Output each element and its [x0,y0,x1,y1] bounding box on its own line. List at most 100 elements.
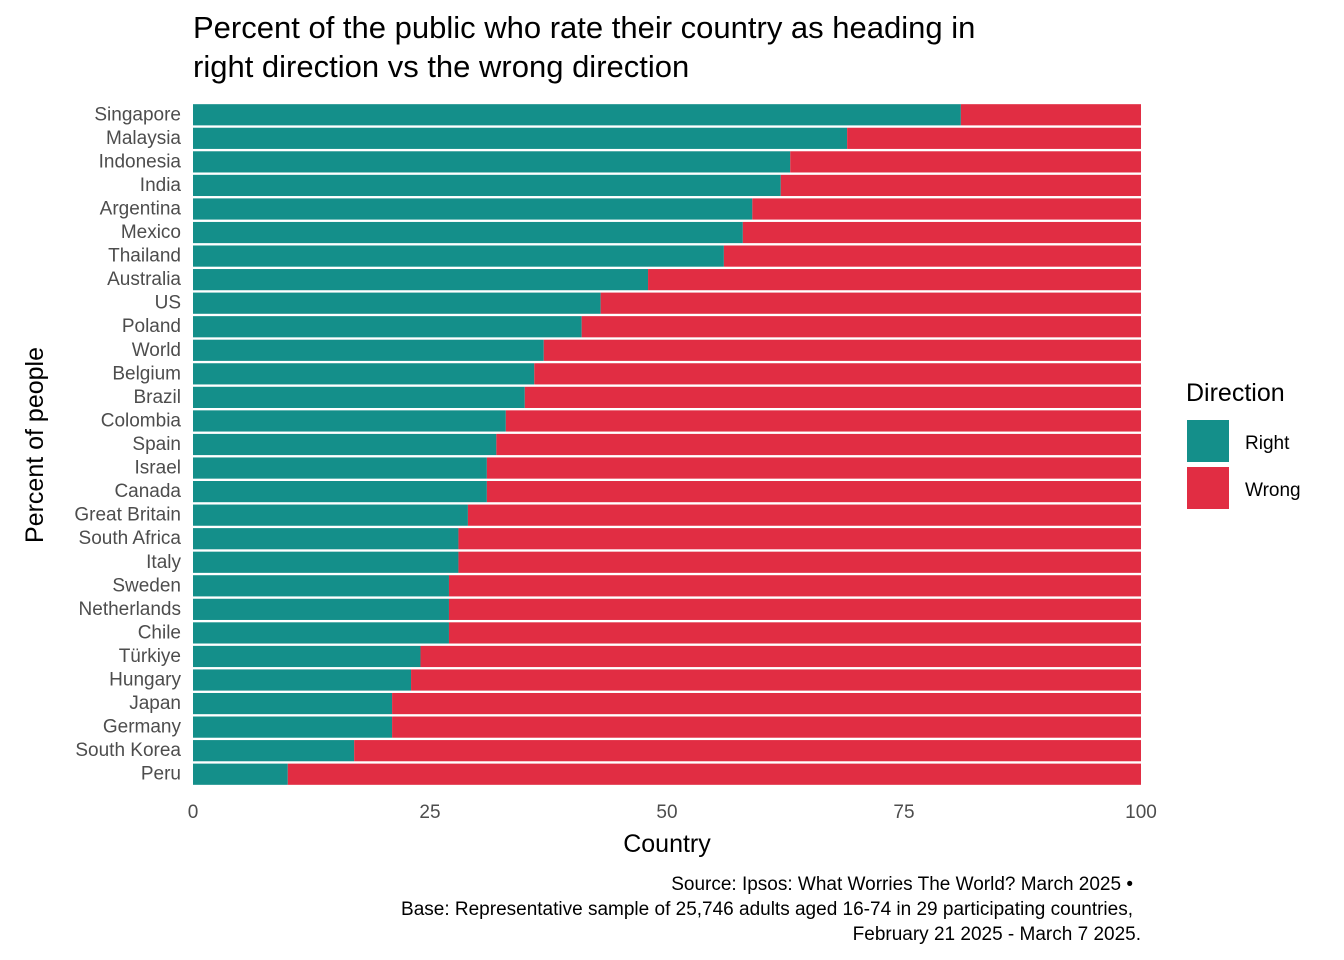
bar-mexico-right [193,221,743,244]
bar-belgium-wrong [534,363,1141,385]
y-tick-label-brazil: Brazil [133,387,181,408]
x-tick-label-50: 50 [656,802,677,823]
x-tick-label-25: 25 [419,802,440,823]
bar-brazil-wrong [524,386,1141,408]
bar-great-britain-right [193,504,468,526]
bar-italy-wrong [458,551,1141,573]
bar-india-right [193,174,781,197]
bar-australia-wrong [648,269,1141,291]
y-tick-label-peru: Peru [141,764,181,785]
bar-canada-right [193,481,487,503]
legend-label-right: Right [1245,433,1290,454]
y-tick-label-netherlands: Netherlands [79,599,181,620]
chart-caption: Source: Ipsos: What Worries The World? M… [401,874,1141,945]
y-tick-label-turkiye: Türkiye [119,646,181,667]
caption-line-1: Source: Ipsos: What Worries The World? M… [671,874,1133,895]
bar-poland-wrong [581,316,1141,338]
y-tick-label-belgium: Belgium [112,363,181,384]
bar-italy-right [193,551,459,573]
y-tick-label-world: World [132,340,181,361]
bar-us-right [193,292,601,314]
bar-malaysia-right [193,127,848,149]
bar-thailand-right [193,245,724,267]
bar-germany-wrong [392,716,1142,738]
bar-colombia-wrong [505,410,1142,432]
bar-us-wrong [600,292,1141,314]
bar-belgium-right [193,363,535,385]
y-tick-label-spain: Spain [132,434,181,455]
caption-line-3: February 21 2025 - March 7 2025. [853,924,1141,945]
y-tick-label-israel: Israel [135,458,181,479]
x-tick-label-75: 75 [893,802,914,823]
bar-germany-right [193,716,393,738]
y-tick-label-south-korea: South Korea [75,740,181,761]
bar-hungary-wrong [411,669,1141,691]
bar-world-right [193,339,544,361]
bar-mexico-wrong [742,221,1141,244]
x-tick-label-0: 0 [188,802,199,823]
bar-turkiye-wrong [420,645,1141,668]
y-tick-label-canada: Canada [114,481,181,502]
bar-turkiye-right [193,645,421,668]
chart-title: Percent of the public who rate their cou… [193,10,975,84]
y-tick-label-singapore: Singapore [94,104,181,125]
bar-south-africa-wrong [458,528,1141,550]
y-tick-label-us: US [155,293,181,314]
x-axis-title: Country [623,830,711,858]
y-tick-label-malaysia: Malaysia [106,128,181,149]
y-tick-label-germany: Germany [103,717,182,738]
bar-peru-right [193,763,288,785]
chart-title-line-1: Percent of the public who rate their cou… [193,10,975,45]
y-tick-label-australia: Australia [107,269,181,290]
y-tick-label-sweden: Sweden [112,575,181,596]
bar-canada-wrong [486,481,1141,503]
bar-malaysia-wrong [847,127,1141,149]
bar-brazil-right [193,386,525,408]
bar-south-korea-wrong [354,740,1141,762]
y-tick-label-hungary: Hungary [109,670,181,691]
chart-title-line-2: right direction vs the wrong direction [193,49,689,84]
bar-singapore-wrong [960,104,1141,126]
bar-argentina-wrong [752,198,1141,220]
y-tick-label-chile: Chile [138,622,181,643]
bar-great-britain-wrong [467,504,1141,526]
bar-india-wrong [780,174,1141,197]
bar-peru-wrong [287,763,1141,785]
bar-chile-right [193,622,449,644]
x-tick-label-100: 100 [1125,802,1157,823]
bar-south-korea-right [193,740,355,762]
bar-south-africa-right [193,528,459,550]
caption-line-2: Base: Representative sample of 25,746 ad… [401,899,1133,920]
y-tick-label-south-africa: South Africa [79,528,182,549]
legend-label-wrong: Wrong [1245,480,1301,501]
y-tick-label-italy: Italy [146,552,181,573]
bar-colombia-right [193,410,506,432]
bar-spain-right [193,433,497,456]
y-tick-label-colombia: Colombia [101,410,182,431]
y-tick-label-poland: Poland [122,316,181,337]
legend: Direction Right Wrong [1186,379,1301,509]
y-tick-label-great-britain: Great Britain [74,505,181,526]
y-tick-label-thailand: Thailand [108,246,181,267]
bar-hungary-right [193,669,412,691]
bar-layer [193,104,1142,785]
y-tick-label-mexico: Mexico [121,222,181,243]
bar-spain-wrong [496,433,1141,456]
y-tick-label-indonesia: Indonesia [99,151,182,172]
x-axis-tick-labels: 0 25 50 75 100 [188,802,1157,823]
y-tick-label-argentina: Argentina [100,198,182,219]
bar-indonesia-right [193,151,791,173]
y-tick-label-india: India [140,175,182,196]
legend-swatch-right [1187,420,1229,462]
legend-title: Direction [1186,379,1285,407]
bar-japan-wrong [392,692,1142,715]
bar-thailand-wrong [723,245,1141,267]
bar-israel-right [193,457,487,479]
bar-netherlands-right [193,598,449,620]
bar-israel-wrong [486,457,1141,479]
bar-poland-right [193,316,582,338]
bar-singapore-right [193,104,961,126]
y-axis-title: Percent of people [21,347,49,543]
